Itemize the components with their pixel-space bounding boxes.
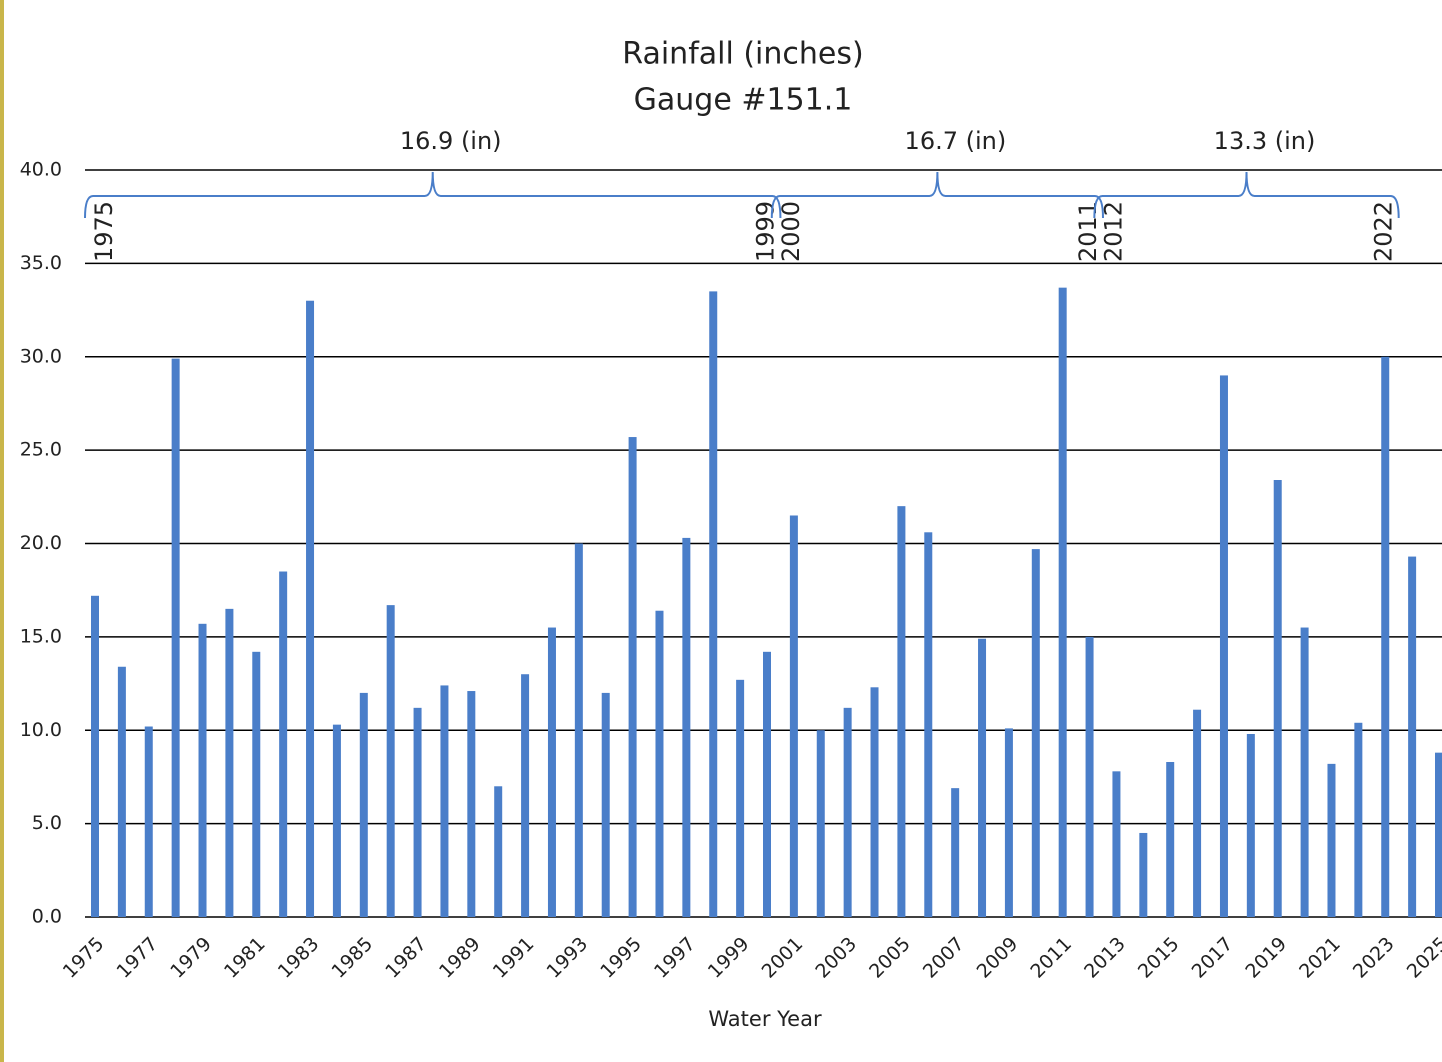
bar bbox=[870, 687, 879, 917]
bar bbox=[1085, 636, 1094, 917]
bar bbox=[521, 674, 530, 917]
chart-subtitle: Gauge #151.1 bbox=[634, 83, 853, 118]
bar bbox=[547, 627, 556, 917]
y-tick-label: 20.0 bbox=[20, 532, 62, 554]
bar bbox=[951, 788, 960, 917]
scan-edge bbox=[0, 0, 4, 1062]
bar bbox=[709, 291, 718, 917]
bar bbox=[897, 506, 906, 917]
period-brace bbox=[1093, 171, 1400, 219]
y-tick-label: 30.0 bbox=[20, 345, 62, 367]
y-tick-label: 35.0 bbox=[20, 252, 62, 274]
bar bbox=[1435, 752, 1442, 917]
bar bbox=[332, 724, 341, 917]
bar bbox=[682, 537, 691, 917]
bar bbox=[1327, 763, 1336, 917]
y-tick-label: 0.0 bbox=[32, 906, 62, 928]
bar bbox=[789, 515, 798, 917]
period-average: 16.7 (in) bbox=[905, 127, 1007, 155]
bar bbox=[494, 786, 503, 917]
bar bbox=[1193, 709, 1202, 917]
bar bbox=[1219, 375, 1228, 917]
period-end: 1999 bbox=[751, 201, 779, 262]
bar bbox=[91, 595, 99, 917]
bar bbox=[1273, 480, 1282, 917]
bar bbox=[763, 651, 771, 917]
bar bbox=[628, 437, 637, 917]
bar bbox=[359, 692, 368, 917]
bar bbox=[1300, 627, 1309, 917]
bar bbox=[574, 543, 583, 917]
bar bbox=[117, 666, 126, 917]
y-tick-label: 40.0 bbox=[20, 159, 62, 181]
bar bbox=[225, 608, 234, 917]
period-end: 2011 bbox=[1074, 201, 1102, 262]
period-start: 2000 bbox=[777, 201, 805, 262]
bar bbox=[736, 679, 745, 917]
bar bbox=[144, 726, 153, 917]
bar bbox=[1112, 771, 1121, 917]
x-axis-label: Water Year bbox=[708, 1007, 822, 1031]
period-start: 1975 bbox=[90, 201, 118, 262]
bar bbox=[978, 638, 987, 917]
y-tick-label: 5.0 bbox=[32, 812, 62, 834]
bar bbox=[1058, 287, 1067, 918]
bar bbox=[1004, 728, 1013, 917]
period-average: 16.9 (in) bbox=[400, 127, 502, 155]
bar bbox=[1354, 722, 1363, 917]
period-end: 2022 bbox=[1370, 201, 1398, 262]
period-average: 13.3 (in) bbox=[1214, 127, 1316, 155]
y-tick-label: 25.0 bbox=[20, 439, 62, 461]
bar bbox=[1381, 356, 1390, 917]
bar bbox=[1166, 761, 1175, 917]
bar bbox=[655, 610, 664, 917]
bar bbox=[1246, 733, 1255, 917]
chart-title: Rainfall (inches) bbox=[622, 37, 863, 72]
bar bbox=[1031, 549, 1040, 917]
bar bbox=[467, 691, 476, 917]
bar bbox=[924, 532, 933, 917]
y-tick-label: 10.0 bbox=[20, 719, 62, 741]
period-start: 2012 bbox=[1099, 201, 1127, 262]
bar bbox=[601, 692, 610, 917]
bar bbox=[413, 707, 422, 917]
bar bbox=[843, 707, 852, 917]
bar bbox=[1139, 832, 1148, 917]
bar bbox=[279, 571, 288, 917]
y-tick-label: 15.0 bbox=[20, 625, 62, 647]
bar bbox=[306, 300, 315, 918]
bar bbox=[171, 358, 180, 917]
bar bbox=[386, 605, 395, 917]
bar bbox=[252, 651, 261, 917]
bar bbox=[440, 685, 449, 917]
bar bbox=[198, 623, 207, 917]
bar bbox=[816, 730, 825, 917]
bar bbox=[1408, 556, 1417, 917]
